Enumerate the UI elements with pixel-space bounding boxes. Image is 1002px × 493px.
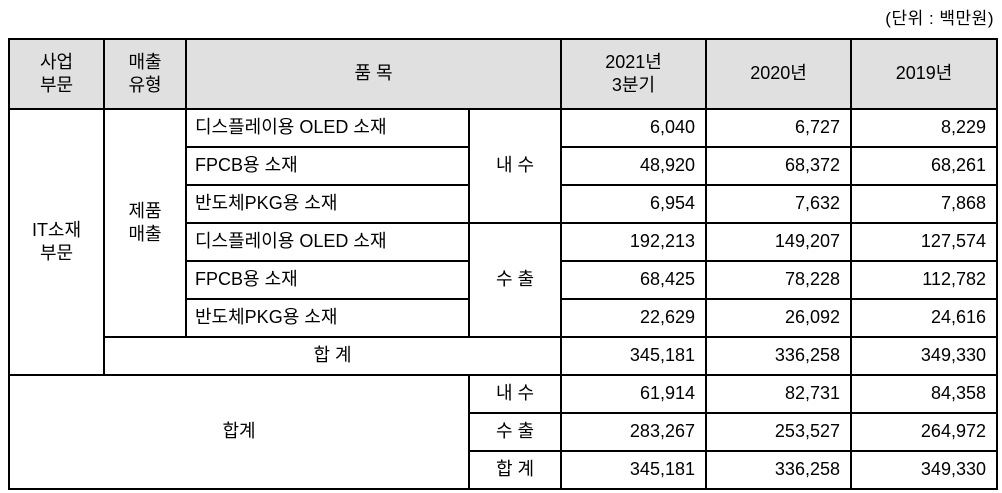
value-cell: 192,213	[560, 222, 707, 262]
grand-total-row: 합계 내 수 61,914 82,731 84,358	[8, 374, 998, 490]
table-row: 반도체PKG용 소재 22,629 26,092 24,616	[9, 298, 998, 338]
item-cell: FPCB용 소재	[185, 260, 470, 300]
header-sales-type: 매출 유형	[103, 38, 187, 110]
item-cell: 디스플레이용 OLED 소재	[185, 108, 470, 148]
table-row: 반도체PKG용 소재 6,954 7,632 7,868	[9, 184, 998, 224]
value-cell: 349,330	[850, 450, 998, 490]
header-2020: 2020년	[705, 38, 852, 110]
value-cell: 149,207	[705, 222, 852, 262]
item-cell: FPCB용 소재	[185, 146, 470, 186]
channel-domestic-cell: 내 수	[468, 108, 562, 224]
value-cell: 22,629	[560, 298, 707, 338]
header-2021-q3: 2021년 3분기	[560, 38, 707, 110]
segment-total-label-cell: 합 계	[103, 336, 562, 376]
table-header-row: 사업 부문 매출 유형 품 목 2021년 3분기 2020년 2019년	[8, 38, 998, 110]
value-cell: 7,868	[850, 184, 998, 224]
table-row: FPCB용 소재 68,425 78,228 112,782	[9, 260, 998, 300]
value-cell: 78,228	[705, 260, 852, 300]
value-cell: 253,527	[705, 412, 852, 452]
value-cell: 7,632	[705, 184, 852, 224]
grand-total-row: 수 출 283,267 253,527 264,972	[9, 412, 998, 452]
value-cell: 24,616	[850, 298, 998, 338]
grand-total-row: 합 계 345,181 336,258 349,330	[9, 450, 998, 490]
value-cell: 68,372	[705, 146, 852, 186]
value-cell: 68,261	[850, 146, 998, 186]
value-cell: 264,972	[850, 412, 998, 452]
value-cell: 6,040	[560, 108, 707, 148]
header-2019: 2019년	[850, 38, 998, 110]
table-row: IT소재 부문 제품 매출 디스플레이용 OLED 소재 내 수 6,040 6…	[8, 108, 998, 376]
value-cell: 61,914	[560, 374, 707, 414]
item-cell: 디스플레이용 OLED 소재	[185, 222, 470, 262]
table-row: 디스플레이용 OLED 소재 수 출 192,213 149,207 127,5…	[9, 222, 998, 338]
item-cell: 반도체PKG용 소재	[185, 184, 470, 224]
sales-by-segment-table: 사업 부문 매출 유형 품 목 2021년 3분기 2020년 2019년 IT…	[8, 38, 998, 490]
value-cell: 349,330	[850, 336, 998, 376]
value-cell: 6,727	[705, 108, 852, 148]
channel-total-cell: 합 계	[468, 450, 562, 490]
value-cell: 127,574	[850, 222, 998, 262]
value-cell: 48,920	[560, 146, 707, 186]
header-item: 품 목	[185, 38, 562, 110]
unit-label: (단위 : 백만원)	[885, 9, 994, 28]
header-business-segment: 사업 부문	[8, 38, 105, 110]
item-cell: 반도체PKG용 소재	[185, 298, 470, 338]
value-cell: 345,181	[560, 450, 707, 490]
value-cell: 336,258	[705, 450, 852, 490]
segment-name-cell: IT소재 부문	[8, 108, 105, 376]
sales-type-cell: 제품 매출	[103, 108, 187, 338]
value-cell: 68,425	[560, 260, 707, 300]
channel-domestic-cell: 내 수	[468, 374, 562, 414]
table-row: FPCB용 소재 48,920 68,372 68,261	[9, 146, 998, 186]
value-cell: 82,731	[705, 374, 852, 414]
channel-export-cell: 수 출	[468, 222, 562, 338]
value-cell: 26,092	[705, 298, 852, 338]
value-cell: 336,258	[705, 336, 852, 376]
value-cell: 6,954	[560, 184, 707, 224]
value-cell: 84,358	[850, 374, 998, 414]
grand-total-label-cell: 합계	[8, 374, 470, 490]
value-cell: 112,782	[850, 260, 998, 300]
channel-export-cell: 수 출	[468, 412, 562, 452]
value-cell: 345,181	[560, 336, 707, 376]
value-cell: 8,229	[850, 108, 998, 148]
segment-total-row: 합 계 345,181 336,258 349,330	[9, 336, 998, 376]
value-cell: 283,267	[560, 412, 707, 452]
